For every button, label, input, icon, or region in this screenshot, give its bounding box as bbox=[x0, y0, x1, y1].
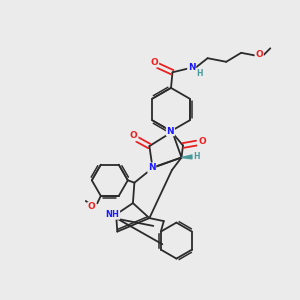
Text: N: N bbox=[148, 163, 156, 172]
Text: O: O bbox=[88, 202, 96, 211]
Text: O: O bbox=[255, 50, 263, 59]
Text: H: H bbox=[196, 69, 202, 78]
Polygon shape bbox=[182, 155, 192, 159]
Text: NH: NH bbox=[106, 210, 119, 219]
Text: N: N bbox=[167, 127, 174, 136]
Text: O: O bbox=[130, 131, 138, 140]
Text: H: H bbox=[193, 152, 200, 161]
Text: O: O bbox=[151, 58, 158, 67]
Text: O: O bbox=[198, 137, 206, 146]
Text: N: N bbox=[188, 63, 196, 72]
